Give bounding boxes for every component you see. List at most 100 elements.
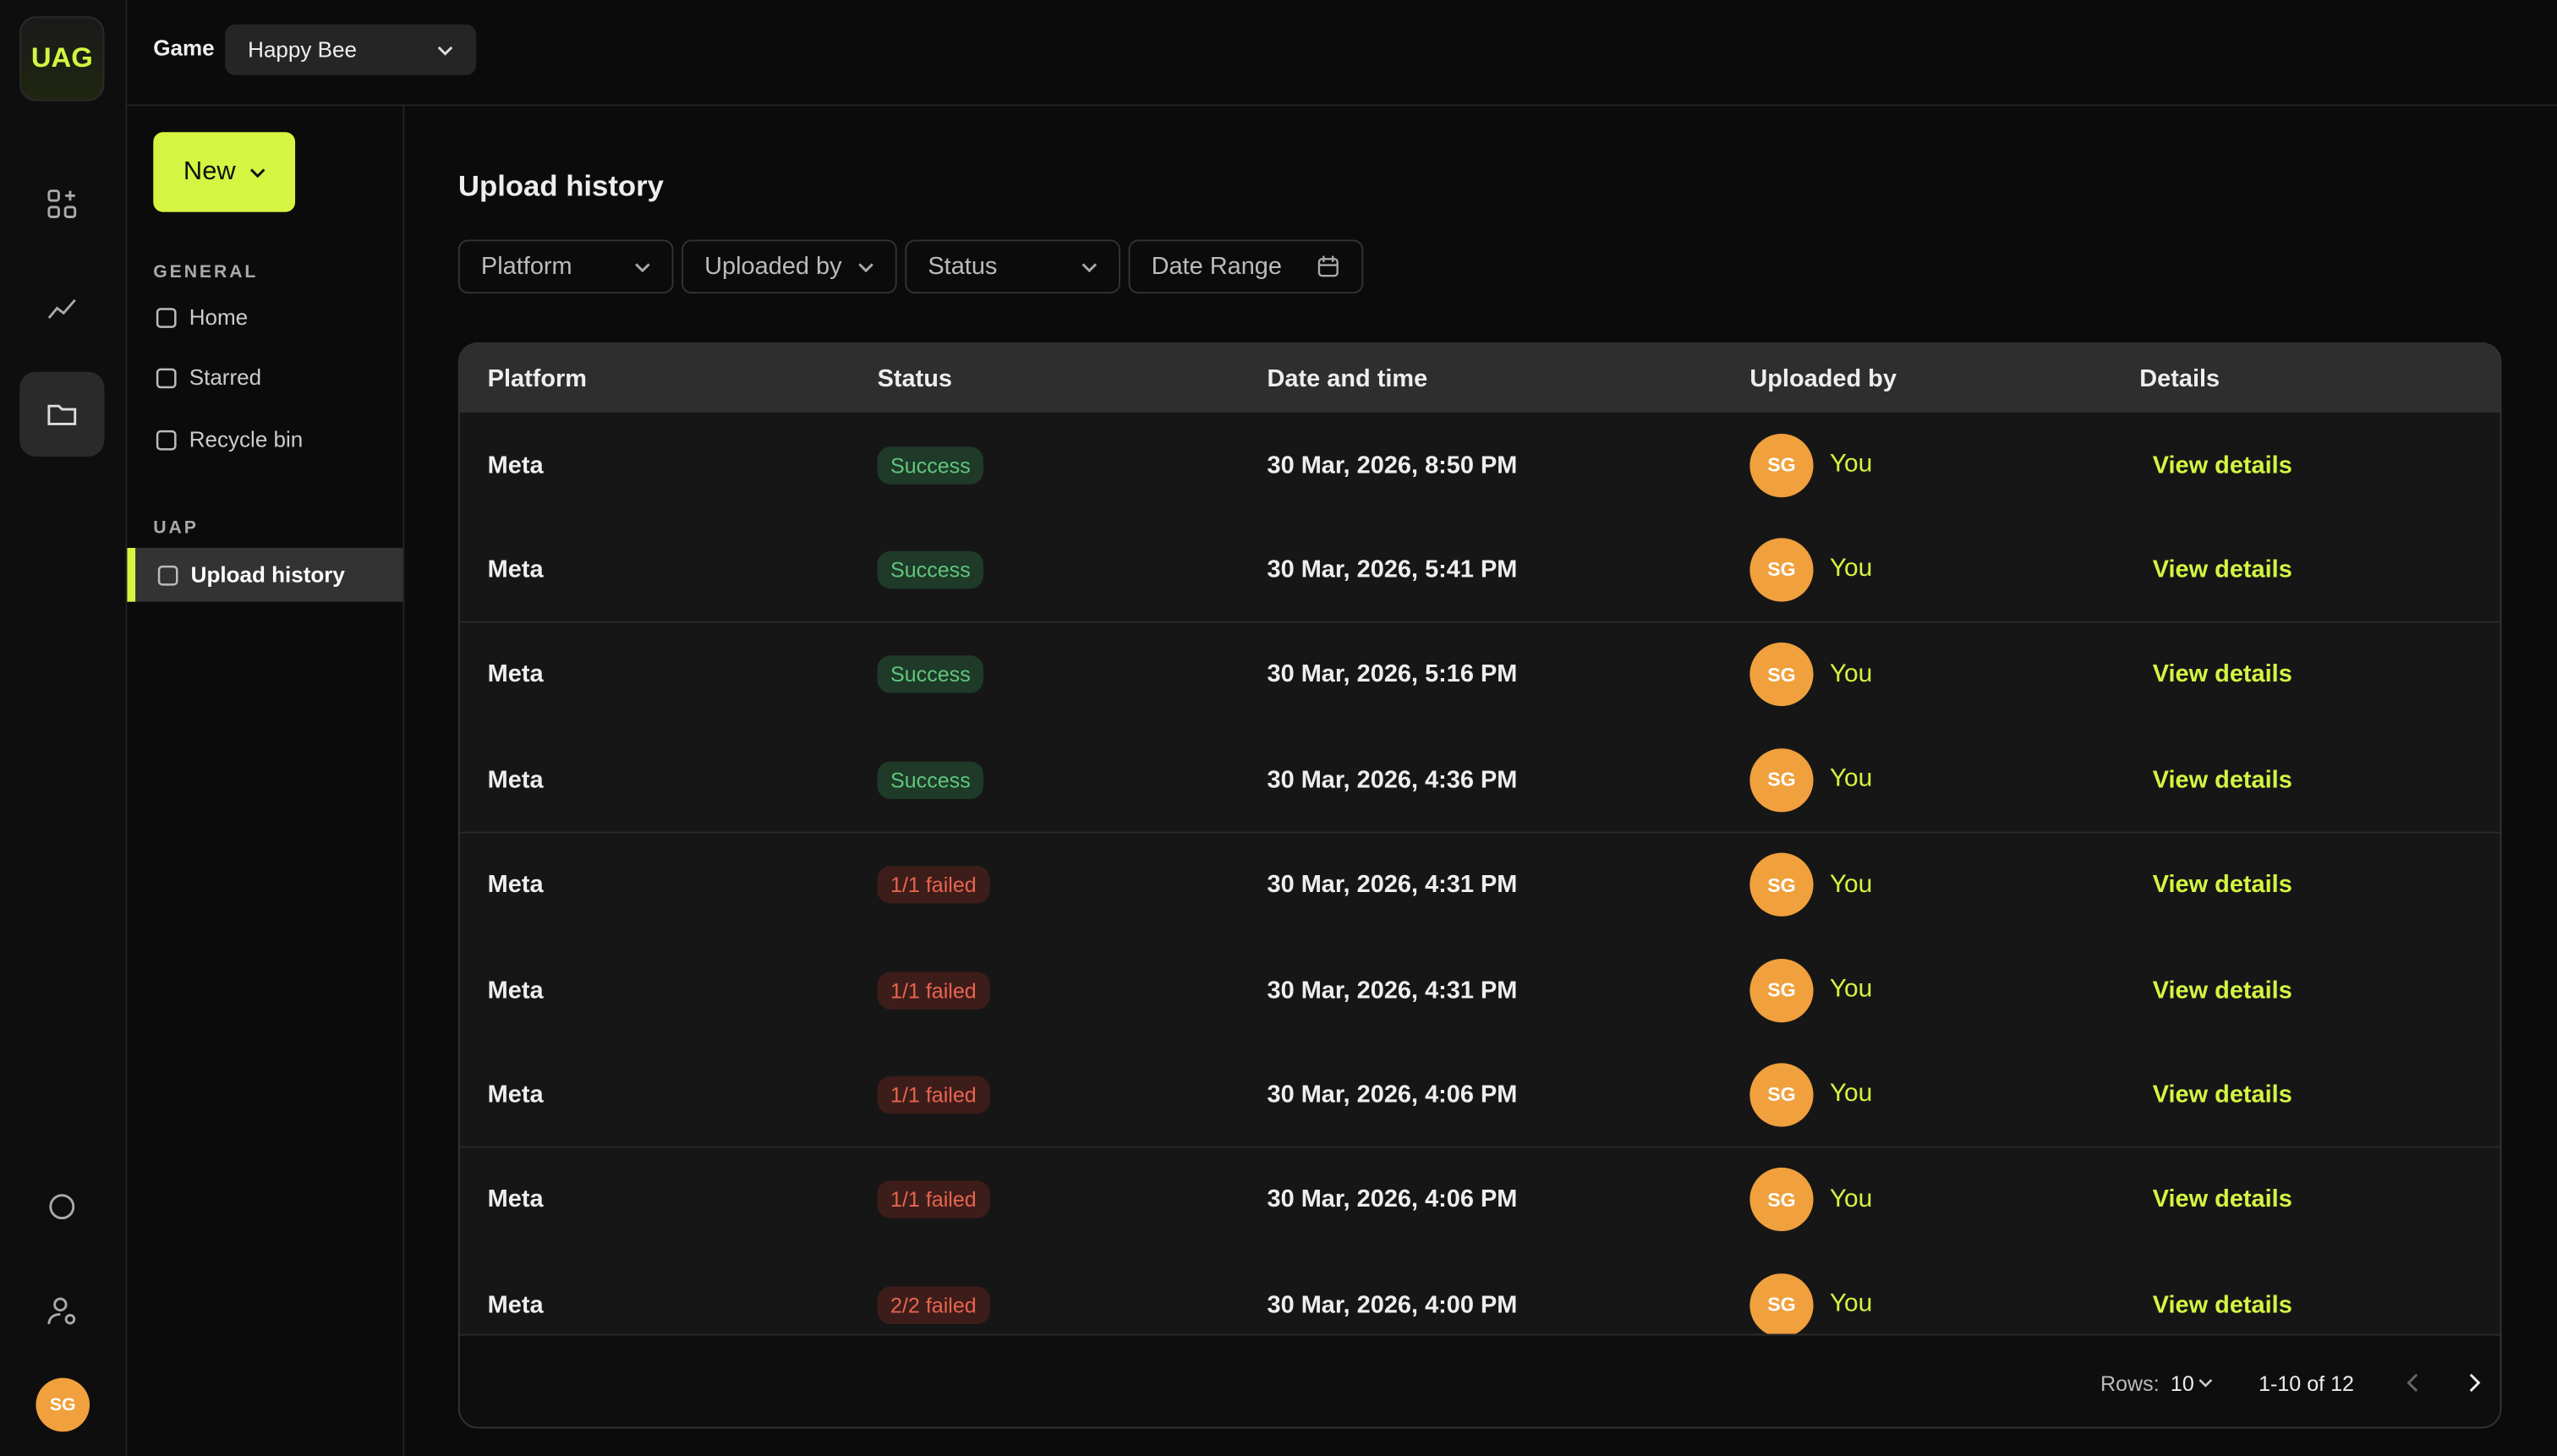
view-details-link[interactable]: View details xyxy=(2152,556,2292,584)
cell: 30 Mar, 2026, 4:31 PM xyxy=(1267,833,1517,937)
view-details-link[interactable]: View details xyxy=(2152,871,2292,899)
cell: SG You xyxy=(1749,622,1872,726)
cell: View details xyxy=(2153,517,2292,621)
platform: Meta xyxy=(487,1185,544,1214)
cell: 30 Mar, 2026, 4:00 PM xyxy=(1267,1253,1517,1334)
nav-icon xyxy=(153,426,179,452)
table-row: Meta 2/2 failed 30 Mar, 2026, 4:00 PM SG You… xyxy=(459,1252,2500,1334)
filter-label: Date Range xyxy=(1151,252,1282,281)
prev-page[interactable] xyxy=(2406,1373,2420,1393)
view-details-link[interactable]: View details xyxy=(2152,1185,2292,1214)
analytics-icon[interactable] xyxy=(19,265,104,350)
view-details-link[interactable]: View details xyxy=(2152,660,2292,689)
nav-item[interactable]: Recycle bin xyxy=(127,413,402,467)
date-time: 30 Mar, 2026, 4:31 PM xyxy=(1267,976,1518,1004)
cell: 1/1 failed xyxy=(877,938,990,1042)
platform: Meta xyxy=(487,556,544,584)
game-label: Game xyxy=(153,36,215,61)
table-row: Meta Success 30 Mar, 2026, 8:50 PM SG You Vie… xyxy=(459,412,2500,519)
new-button[interactable]: New xyxy=(153,132,296,212)
rows-select[interactable]: 10 xyxy=(2170,1371,2194,1396)
column-header: Details xyxy=(2139,364,2220,393)
user-avatar[interactable]: SG xyxy=(36,1377,90,1432)
cell: 30 Mar, 2026, 4:06 PM xyxy=(1267,1043,1517,1147)
cell: SG You xyxy=(1749,938,1872,1042)
status-badge: Success xyxy=(877,446,984,484)
game-select-value: Happy Bee xyxy=(248,37,357,63)
section-title: UAP xyxy=(153,518,199,539)
filter[interactable]: Date Range xyxy=(1128,239,1364,294)
cell: SG You xyxy=(1749,728,1872,832)
cell: View details xyxy=(2153,833,2292,937)
cell: SG You xyxy=(1749,1253,1872,1334)
uploader-name: You xyxy=(1829,555,1873,583)
view-details-link[interactable]: View details xyxy=(2152,765,2292,794)
date-time: 30 Mar, 2026, 4:00 PM xyxy=(1267,1290,1518,1319)
cell: Meta xyxy=(488,728,544,832)
logo[interactable]: UAG xyxy=(19,16,105,101)
files-icon[interactable] xyxy=(19,371,105,457)
filter[interactable]: Platform xyxy=(457,239,674,294)
view-details-link[interactable]: View details xyxy=(2152,976,2292,1004)
filter[interactable]: Status xyxy=(905,239,1120,294)
uploader-avatar: SG xyxy=(1749,1273,1814,1334)
platform: Meta xyxy=(487,871,544,899)
cell: 30 Mar, 2026, 8:50 PM xyxy=(1267,413,1517,517)
filter[interactable]: Uploaded by xyxy=(682,239,897,294)
cell: Meta xyxy=(488,1147,544,1251)
cell: SG You xyxy=(1749,1043,1872,1147)
nav-item[interactable]: Home xyxy=(127,290,402,344)
view-details-link[interactable]: View details xyxy=(2152,451,2292,479)
nav-item[interactable]: Upload history xyxy=(127,547,403,602)
chevron xyxy=(857,262,873,272)
uploader-name: You xyxy=(1829,975,1873,1004)
platform: Meta xyxy=(487,1081,544,1109)
date-time: 30 Mar, 2026, 4:36 PM xyxy=(1267,765,1518,794)
status-badge: Success xyxy=(877,550,984,589)
game-select[interactable]: Happy Bee xyxy=(225,24,477,75)
cell: Meta xyxy=(488,938,544,1042)
icon-rail: UAG SG xyxy=(0,0,128,1456)
date-time: 30 Mar, 2026, 4:31 PM xyxy=(1267,871,1518,899)
cell: Meta xyxy=(488,1253,544,1334)
platform: Meta xyxy=(487,660,544,689)
cell: Success xyxy=(877,728,984,832)
cell: View details xyxy=(2153,1253,2292,1334)
nav-item[interactable]: Starred xyxy=(127,351,402,405)
view-details-link[interactable]: View details xyxy=(2152,1290,2292,1319)
table-row: Meta Success 30 Mar, 2026, 5:41 PM SG You Vie… xyxy=(459,517,2500,624)
apps-icon[interactable] xyxy=(19,161,104,246)
view-details-link[interactable]: View details xyxy=(2152,1081,2292,1109)
cell: Success xyxy=(877,517,984,621)
cell: View details xyxy=(2153,413,2292,517)
cell: Meta xyxy=(488,622,544,726)
table-row: Meta 1/1 failed 30 Mar, 2026, 4:06 PM SG You… xyxy=(459,1147,2500,1254)
platform: Meta xyxy=(487,976,544,1004)
cell: 30 Mar, 2026, 4:31 PM xyxy=(1267,938,1517,1042)
next-page[interactable] xyxy=(2467,1373,2481,1393)
cell: 30 Mar, 2026, 5:16 PM xyxy=(1267,622,1517,726)
cell: SG You xyxy=(1749,833,1872,937)
cell: 30 Mar, 2026, 4:06 PM xyxy=(1267,1147,1517,1251)
uploader-avatar: SG xyxy=(1749,1063,1814,1127)
date-time: 30 Mar, 2026, 4:06 PM xyxy=(1267,1081,1518,1109)
date-time: 30 Mar, 2026, 5:41 PM xyxy=(1267,556,1518,584)
chevron xyxy=(634,262,650,272)
platform: Meta xyxy=(487,1290,544,1319)
new-button-label: New xyxy=(183,157,236,185)
support-icon[interactable] xyxy=(19,1164,104,1249)
table-row: Meta Success 30 Mar, 2026, 5:16 PM SG You Vie… xyxy=(459,622,2500,729)
date-time: 30 Mar, 2026, 8:50 PM xyxy=(1267,451,1518,479)
uploader-avatar: SG xyxy=(1749,643,1814,707)
status-badge: 1/1 failed xyxy=(877,1180,990,1219)
sidebar: New GENERAL Home Starred Recycle bin UAP Uplo… xyxy=(127,106,405,1456)
status-badge: Success xyxy=(877,655,984,694)
uploader-avatar: SG xyxy=(1749,852,1814,917)
upload-table: Platform Status Date and time Uploaded by De… xyxy=(457,342,2502,1429)
user-settings-icon[interactable] xyxy=(19,1268,104,1353)
cell: Meta xyxy=(488,517,544,621)
nav-icon xyxy=(155,561,181,588)
section-title: GENERAL xyxy=(153,262,259,282)
